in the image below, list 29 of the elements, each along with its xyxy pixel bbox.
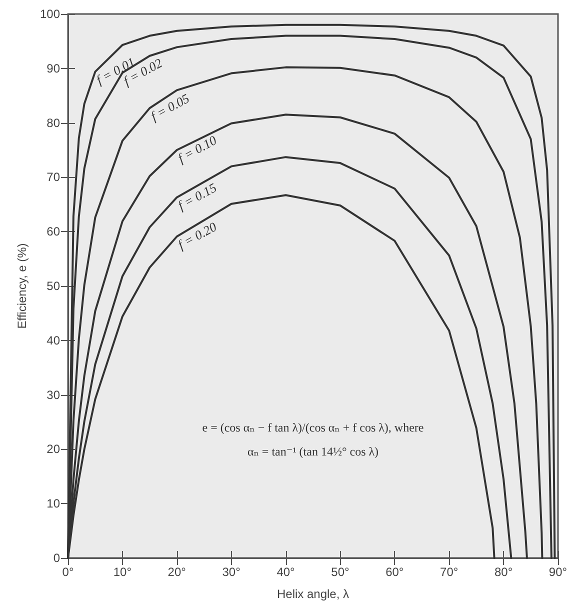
y-tick-label: 40	[46, 333, 60, 348]
y-tick-label: 0	[53, 551, 60, 565]
x-tick-label: 20°	[168, 565, 186, 579]
x-tick-label: 90°	[548, 565, 568, 579]
x-tick-label: 80°	[494, 565, 513, 579]
x-tick-label: 0°	[62, 565, 74, 579]
text: f = 0.15	[175, 180, 220, 213]
y-tick-label: 30	[46, 388, 60, 402]
y-tick-label: 10	[46, 496, 60, 511]
y-tick-label: 100	[40, 7, 60, 21]
y-tick-label: 20	[46, 442, 60, 456]
y-tick-label: 50	[46, 279, 60, 293]
y-tick-label: 60	[46, 224, 60, 239]
text: f = 0.10	[175, 132, 220, 166]
annotation: αₙ = tan⁻¹ (tan 14½° cos λ)	[247, 444, 379, 458]
x-axis-title: Helix angle, λ	[276, 587, 350, 601]
x-tick-label: 10°	[113, 565, 132, 579]
x-tick-label: 30°	[222, 565, 241, 579]
x-tick-label: 40°	[276, 565, 296, 579]
annotation: e = (cos αₙ − f tan λ)/(cos αₙ + f cos λ), where	[202, 420, 424, 434]
y-tick-label: 70	[46, 170, 60, 184]
y-axis-title: Efficiency, e (%)	[15, 243, 29, 329]
y-tick-label: 80	[46, 116, 60, 130]
x-tick-label: 60°	[386, 565, 404, 579]
x-tick-label: 50°	[331, 565, 350, 579]
y-tick-label: 90	[46, 61, 60, 76]
text: f = 0.05	[148, 90, 192, 124]
text: f = 0.20	[175, 218, 220, 252]
x-tick-label: 70°	[440, 565, 458, 579]
